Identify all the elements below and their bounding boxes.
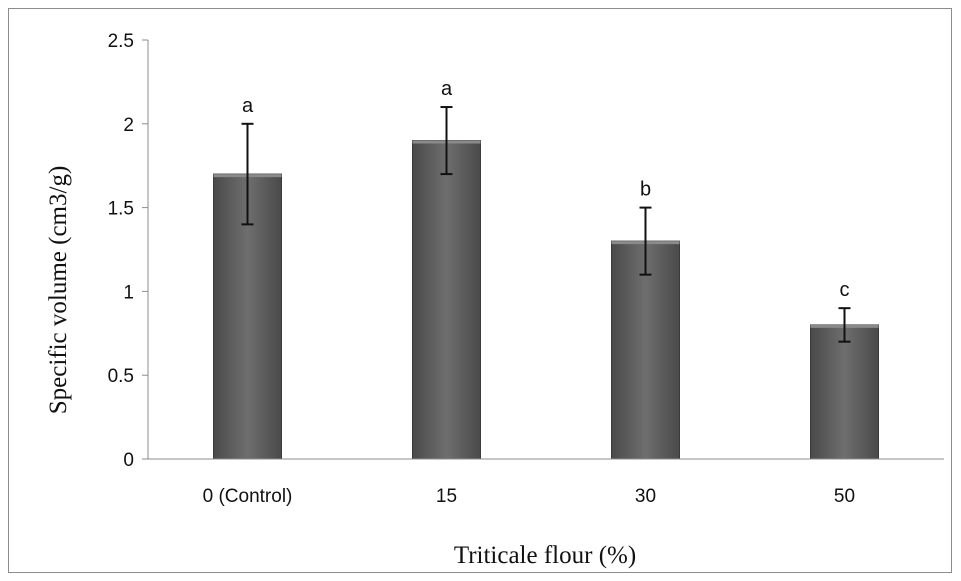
- x-tick-label: 0 (Control): [203, 486, 293, 507]
- bars: a a b c: [213, 78, 879, 460]
- x-tick-label: 30: [635, 486, 656, 507]
- significance-letter: c: [840, 279, 850, 301]
- bar: [412, 140, 481, 460]
- bar: [611, 240, 680, 460]
- bar: [810, 324, 879, 460]
- y-tick-label: 1.5: [108, 199, 134, 220]
- x-tick-label: 50: [834, 486, 855, 507]
- y-axis-title: Specific volume (cm3/g): [45, 166, 72, 415]
- x-tick-label: 15: [436, 486, 457, 507]
- significance-letter: a: [441, 78, 453, 100]
- y-tick-label: 0.5: [108, 366, 134, 387]
- y-tick-label: 2: [123, 115, 134, 136]
- significance-letter: a: [242, 95, 254, 117]
- y-tick-label: 1: [123, 282, 134, 303]
- significance-letter: b: [640, 179, 651, 201]
- y-tick-label: 2.5: [108, 31, 134, 52]
- y-tick-label: 0: [123, 450, 134, 471]
- x-axis-ticks: 0 (Control) 15 30 50: [203, 486, 855, 507]
- axes: [147, 40, 944, 460]
- x-axis-title: Triticale flour (%): [454, 542, 636, 569]
- y-axis-ticks: 0 0.5 1 1.5 2 2.5: [108, 31, 148, 471]
